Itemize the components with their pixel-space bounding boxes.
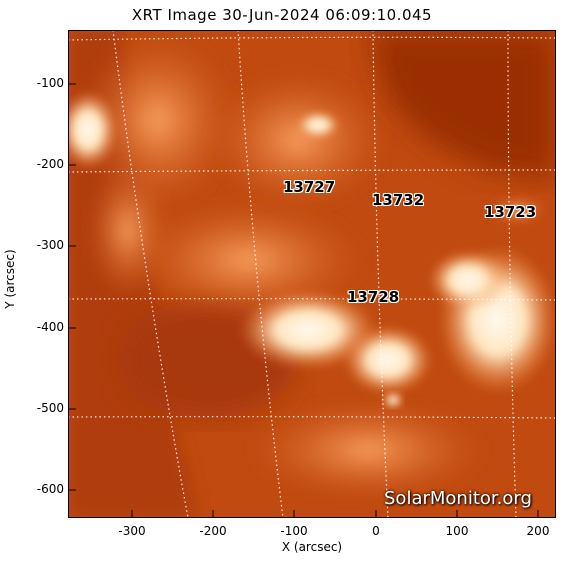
y-tick-label: -300 — [36, 238, 64, 252]
x-tick-label: -200 — [199, 524, 227, 538]
region-label-13728: 13728 — [347, 288, 400, 306]
x-tick-label: -300 — [118, 524, 146, 538]
x-tick-label: -100 — [280, 524, 308, 538]
y-tick-label: -200 — [36, 157, 64, 171]
image-title: XRT Image 30-Jun-2024 06:09:10.045 — [131, 6, 433, 24]
x-tick-label: 0 — [372, 524, 380, 538]
region-label-13732: 13732 — [372, 191, 425, 209]
xrt-solar-image — [68, 30, 556, 518]
solar-image-svg — [68, 30, 556, 518]
x-tick-label: 100 — [445, 524, 469, 538]
y-tick-label: -100 — [36, 76, 64, 90]
solarmonitor-watermark: SolarMonitor.org — [384, 488, 532, 509]
y-tick-label: -400 — [36, 320, 64, 334]
y-tick-label: -600 — [36, 482, 64, 496]
region-label-13723: 13723 — [484, 203, 537, 221]
y-tick-label: -500 — [36, 401, 64, 415]
y-axis-label: Y (arcsec) — [3, 249, 17, 309]
x-axis-label: X (arcsec) — [281, 540, 343, 554]
region-label-13727: 13727 — [283, 178, 336, 196]
x-tick-label: 200 — [526, 524, 550, 538]
